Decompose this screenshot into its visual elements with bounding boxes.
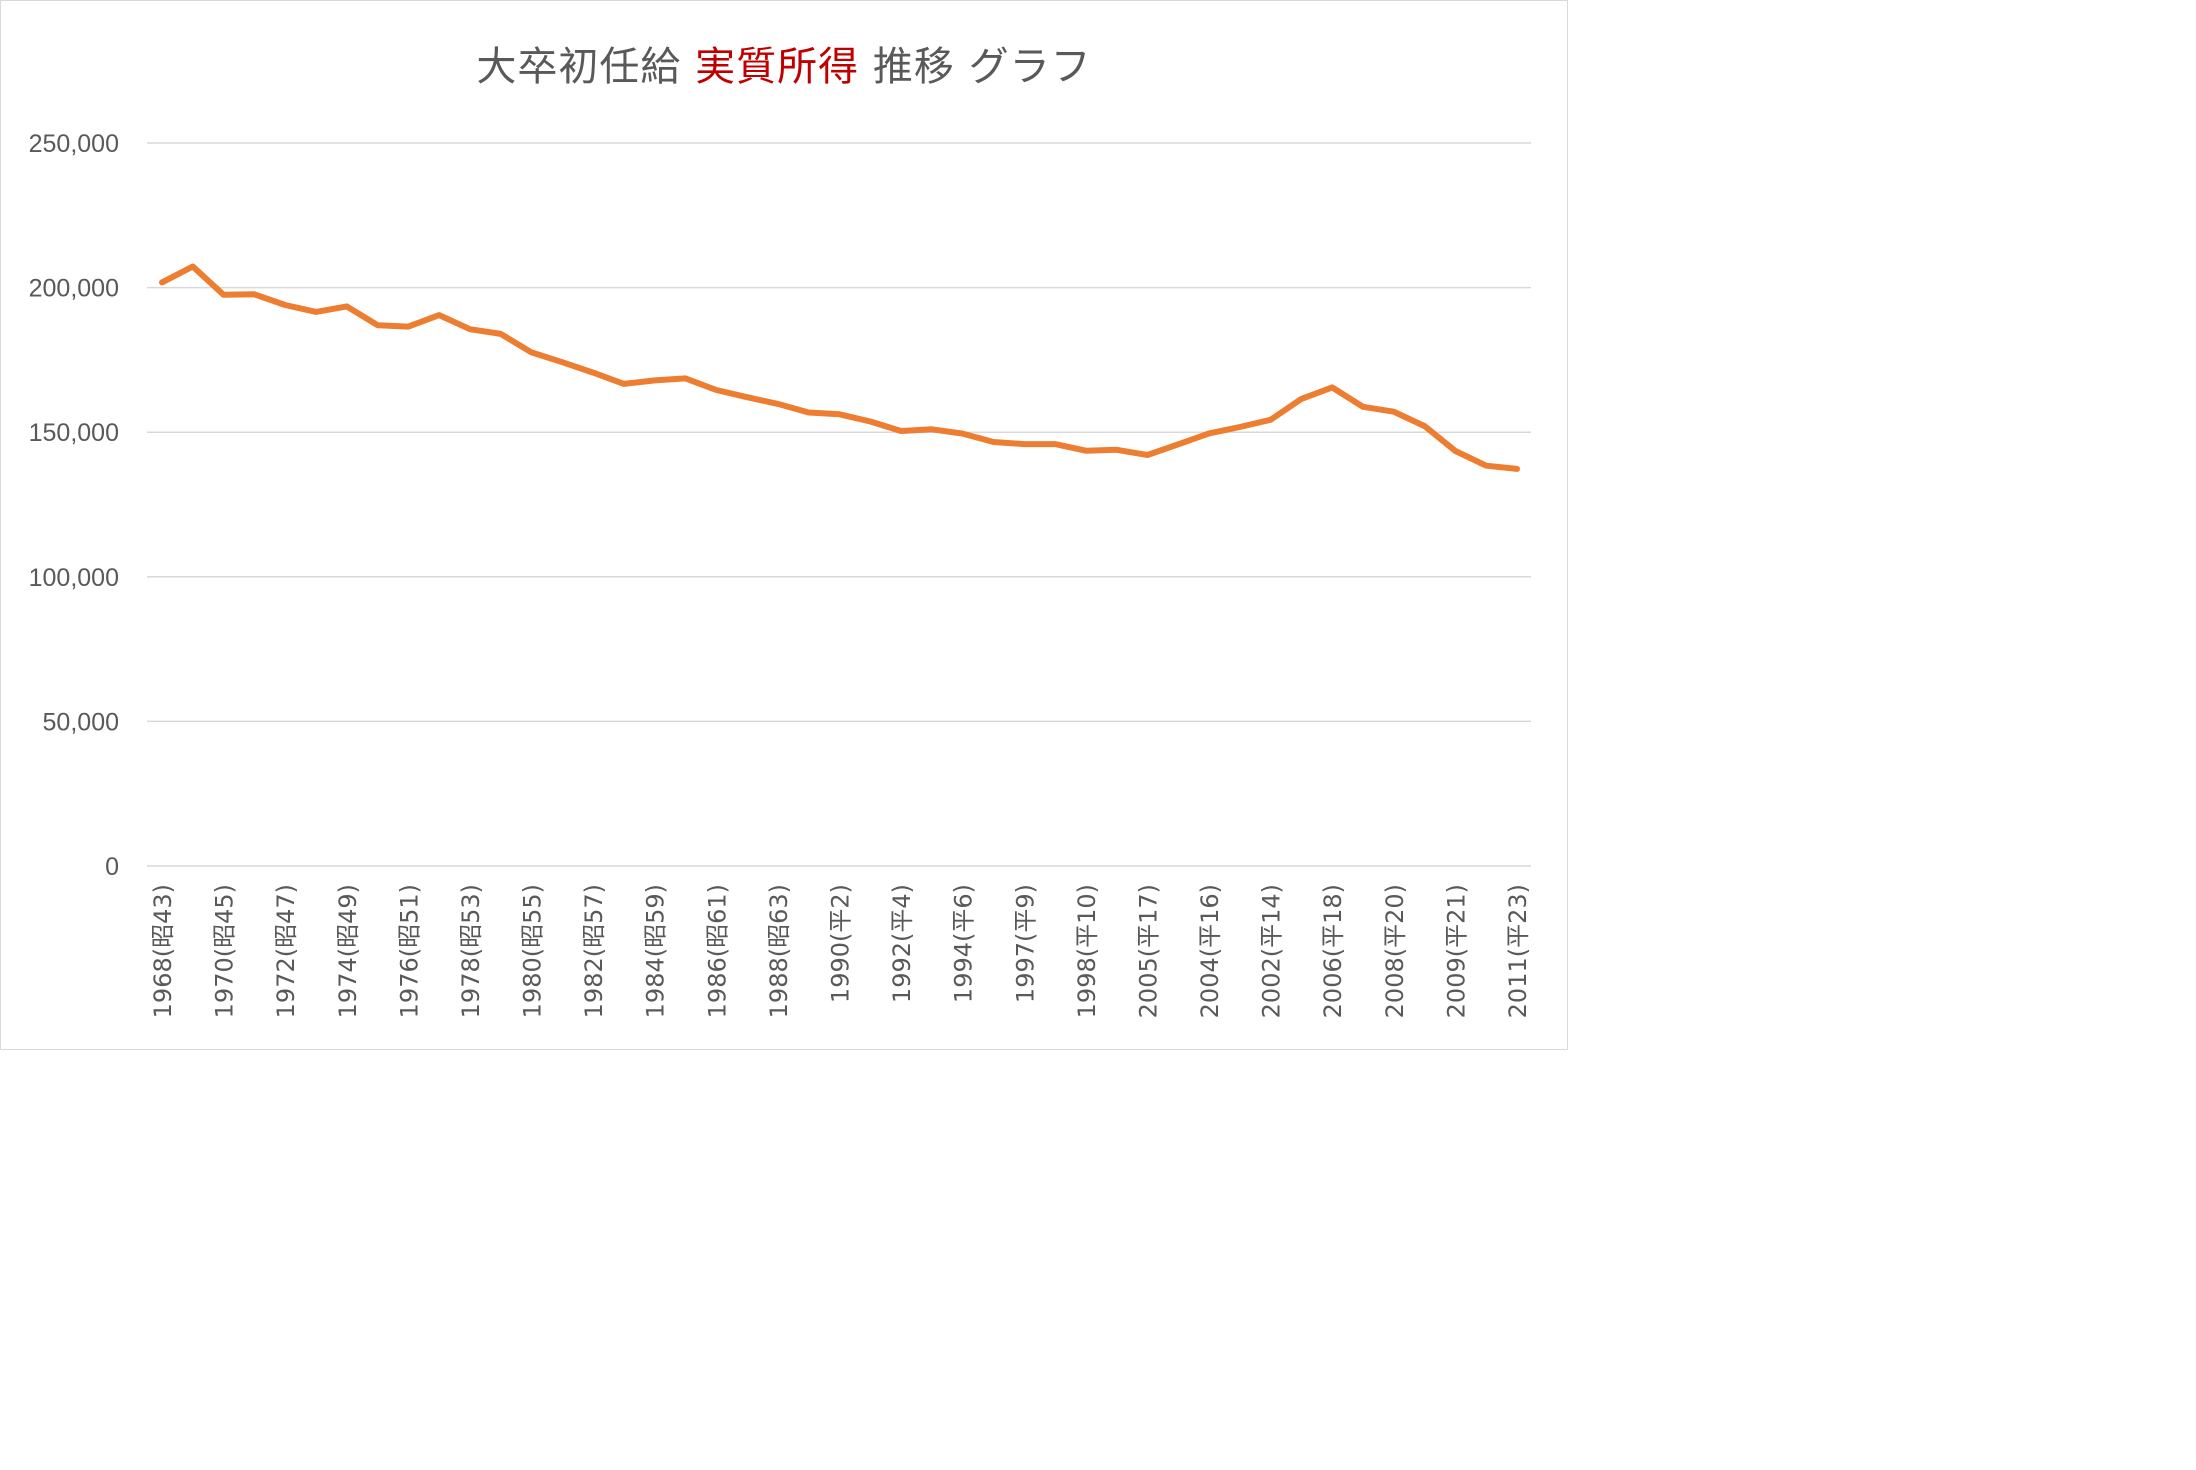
data-point [1422,423,1428,429]
data-point [1114,447,1120,453]
data-point [559,359,565,365]
series-polyline [159,263,1520,472]
data-point [436,312,442,318]
x-tick-label: 1980(昭55) [519,884,547,1018]
x-tick-label: 1968(昭43) [149,884,177,1018]
data-point [221,292,227,298]
y-tick-label: 250,000 [29,130,119,158]
x-tick-label: 1976(昭51) [395,884,423,1018]
x-tick-label: 1988(昭63) [765,884,793,1018]
data-point [1483,463,1489,469]
x-tick-label: 2006(平18) [1319,884,1347,1018]
x-tick-label: 2009(平21) [1442,884,1470,1018]
data-point [744,394,750,400]
y-tick-label: 0 [105,853,119,881]
x-tick-label: 1972(昭47) [272,884,300,1018]
y-tick-label: 200,000 [29,275,119,303]
series-line [159,263,1520,472]
data-point [190,263,196,269]
data-point [929,426,935,432]
x-tick-label: 2004(平16) [1196,884,1224,1018]
gridlines [147,142,1531,867]
data-point [159,279,165,285]
x-tick-label: 2008(平20) [1381,884,1409,1018]
data-point [1237,424,1243,430]
data-point [1391,409,1397,415]
data-point [529,349,535,355]
chart-title: 大卒初任給 実質所得 推移 グラフ [0,34,1568,92]
data-point [1298,396,1304,402]
data-point [652,377,658,383]
x-tick-label: 2002(平14) [1258,884,1286,1018]
data-point [1268,417,1274,423]
chart-frame [0,0,1568,1050]
data-point [251,291,257,297]
x-tick-label: 1998(平10) [1073,884,1101,1018]
x-tick-label: 1978(昭53) [457,884,485,1018]
data-point [1144,452,1150,458]
data-point [1360,404,1366,410]
y-tick-label: 50,000 [43,708,119,736]
data-point [1514,466,1520,472]
title-part-1: 実質所得 [695,44,860,90]
y-axis-ticks: 0 50,000 100,000 150,000 200,000 250,000 [29,130,119,881]
x-tick-label: 1986(昭61) [703,884,731,1018]
data-point [590,370,596,376]
data-point [1452,448,1458,454]
data-point [1021,441,1027,447]
data-point [898,428,904,434]
data-point [1329,384,1335,390]
data-point [837,411,843,417]
data-point [775,401,781,407]
y-tick-label: 100,000 [29,564,119,592]
x-tick-label: 1994(平6) [950,884,978,1003]
data-point [1206,430,1212,436]
data-point [621,381,627,387]
x-tick-label: 1982(昭57) [580,884,608,1018]
x-tick-label: 1992(平4) [888,884,916,1003]
data-point [806,410,812,416]
x-tick-label: 1974(昭49) [334,884,362,1018]
line-chart: 0 50,000 100,000 150,000 200,000 250,000 1968… [29,130,1532,1018]
data-point [990,439,996,445]
data-point [344,303,350,309]
x-tick-label: 2011(平23) [1504,884,1532,1018]
data-point [405,324,411,330]
data-point [313,309,319,315]
x-axis-ticks: 1968(昭43) 1970(昭45) 1972(昭47) 1974(昭49) 1976… [149,884,1532,1018]
data-point [1052,441,1058,447]
x-tick-label: 1990(平2) [827,884,855,1003]
data-point [282,302,288,308]
data-point [1083,448,1089,454]
x-tick-label: 1970(昭45) [211,884,239,1018]
data-point [960,431,966,437]
title-part-0: 大卒初任給 [476,44,696,90]
data-point [467,326,473,332]
title-part-2: 推移 グラフ [859,44,1092,90]
x-tick-label: 1997(平9) [1011,884,1039,1003]
x-tick-label: 1984(昭59) [642,884,670,1018]
data-point [713,387,719,393]
data-point [683,375,689,381]
data-point [1175,441,1181,447]
x-tick-label: 2005(平17) [1134,884,1162,1018]
data-point [867,418,873,424]
data-point [498,331,504,337]
data-point [375,322,381,328]
y-tick-label: 150,000 [29,419,119,447]
